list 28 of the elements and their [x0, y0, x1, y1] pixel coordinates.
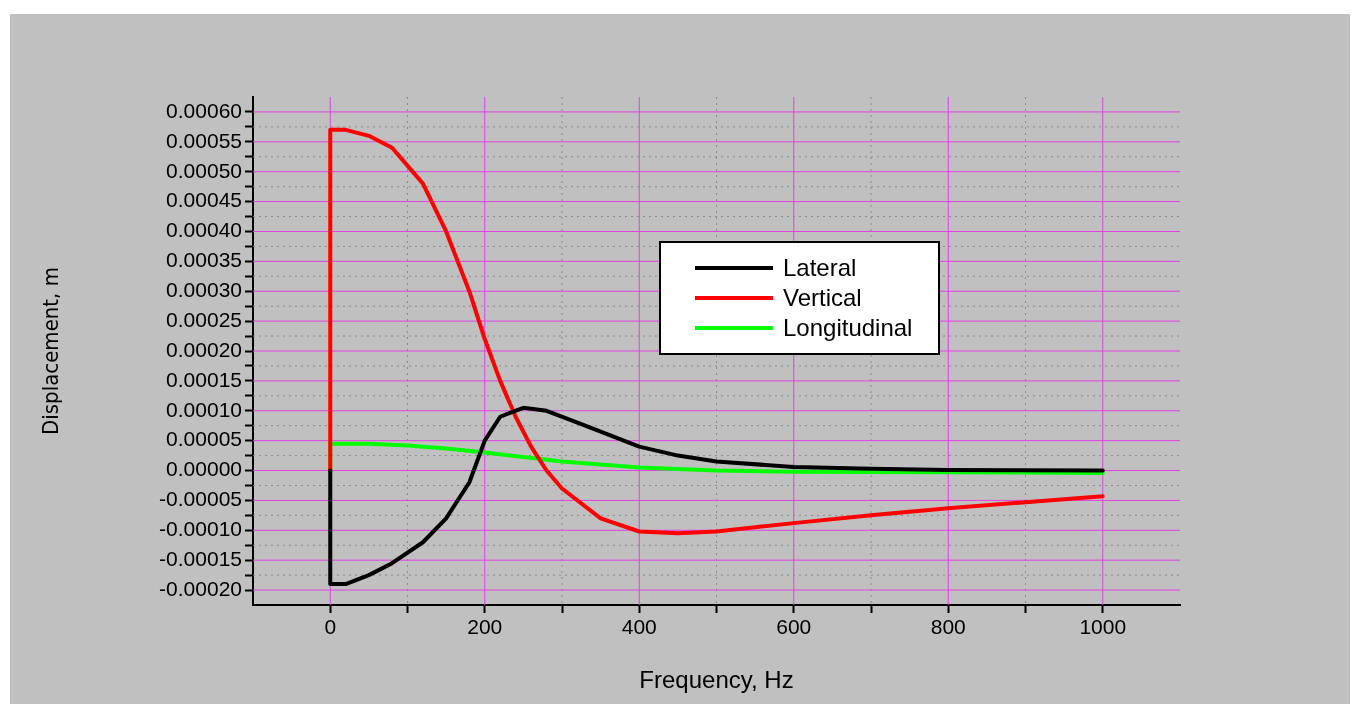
- y-tick-label: 0.00060: [166, 98, 242, 122]
- y-tick-label: 0.00035: [166, 248, 242, 272]
- x-tick-label: 1000: [1079, 615, 1127, 639]
- y-tick-label: -0.00020: [159, 576, 242, 600]
- y-axis-title: Displacement, m: [37, 267, 63, 435]
- y-tick-label: 0.00025: [166, 307, 242, 331]
- y-tick-label: 0.00000: [166, 457, 242, 481]
- x-tick-label: 600: [776, 615, 812, 639]
- x-tick-label: 200: [467, 615, 503, 639]
- x-tick-label: 400: [621, 615, 657, 639]
- y-tick-label: 0.00010: [166, 397, 242, 421]
- y-tick-label: 0.00050: [166, 158, 242, 182]
- y-tick-label: -0.00005: [159, 487, 242, 511]
- y-tick-label: 0.00005: [166, 427, 242, 451]
- y-tick-label: 0.00045: [166, 188, 242, 212]
- y-tick-label: 0.00040: [166, 218, 242, 242]
- y-tick-label: -0.00010: [159, 517, 242, 541]
- y-tick-label: 0.00020: [166, 337, 242, 361]
- y-tick-label: 0.00030: [166, 278, 242, 302]
- legend-label: Vertical: [783, 284, 862, 312]
- legend-label: Lateral: [783, 254, 857, 282]
- x-axis-title: Frequency, Hz: [639, 666, 794, 694]
- x-tick-label: 0: [324, 615, 337, 639]
- y-tick-label: 0.00055: [166, 128, 242, 152]
- legend-label: Longitudinal: [783, 314, 913, 342]
- x-tick-label: 800: [930, 615, 966, 639]
- y-tick-label: 0.00015: [166, 367, 242, 391]
- y-tick-label: -0.00015: [159, 546, 242, 570]
